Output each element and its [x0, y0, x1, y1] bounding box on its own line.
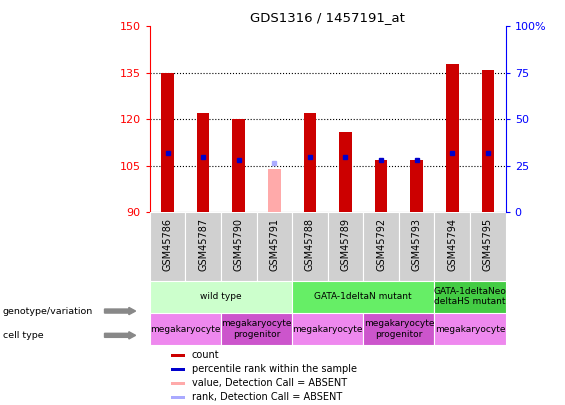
Title: GDS1316 / 1457191_at: GDS1316 / 1457191_at [250, 11, 405, 24]
Bar [268, 169, 281, 212]
Text: megakaryocyte: megakaryocyte [293, 324, 363, 333]
Bar [470, 212, 506, 281]
Bar [434, 281, 506, 313]
Text: cell type: cell type [3, 331, 44, 340]
Bar [221, 313, 292, 345]
Bar [185, 212, 221, 281]
Bar [410, 160, 423, 212]
Text: GATA-1deltaN mutant: GATA-1deltaN mutant [315, 292, 412, 301]
Text: value, Detection Call = ABSENT: value, Detection Call = ABSENT [192, 378, 347, 388]
Text: megakaryocyte: megakaryocyte [435, 324, 505, 333]
Bar [375, 160, 388, 212]
Text: wild type: wild type [200, 292, 242, 301]
Bar [221, 212, 257, 281]
Bar [150, 281, 292, 313]
Text: genotype/variation: genotype/variation [3, 307, 93, 315]
Bar [339, 132, 352, 212]
Text: count: count [192, 350, 220, 360]
Text: GSM45788: GSM45788 [305, 218, 315, 271]
Bar [363, 212, 399, 281]
Text: GATA-1deltaNeo
deltaHS mutant: GATA-1deltaNeo deltaHS mutant [434, 287, 506, 307]
Text: GSM45795: GSM45795 [483, 218, 493, 271]
Text: GSM45791: GSM45791 [270, 218, 279, 271]
Text: GSM45794: GSM45794 [447, 218, 457, 271]
Text: megakaryocyte
progenitor: megakaryocyte progenitor [364, 319, 434, 339]
Bar [150, 212, 185, 281]
Bar [399, 212, 434, 281]
Bar [303, 113, 316, 212]
Bar [446, 64, 459, 212]
Bar [328, 212, 363, 281]
Text: megakaryocyte
progenitor: megakaryocyte progenitor [221, 319, 292, 339]
Text: GSM45786: GSM45786 [163, 218, 172, 271]
Bar [434, 212, 470, 281]
Bar [434, 313, 506, 345]
Text: GSM45793: GSM45793 [412, 218, 421, 271]
Bar [292, 212, 328, 281]
Text: GSM45790: GSM45790 [234, 218, 244, 271]
Bar [161, 73, 174, 212]
Bar [292, 313, 363, 345]
Bar [150, 313, 221, 345]
Text: rank, Detection Call = ABSENT: rank, Detection Call = ABSENT [192, 392, 342, 402]
Text: GSM45789: GSM45789 [341, 218, 350, 271]
Bar [257, 212, 292, 281]
Bar [292, 281, 434, 313]
Text: megakaryocyte: megakaryocyte [150, 324, 220, 333]
Bar [481, 70, 494, 212]
Bar [197, 113, 210, 212]
Bar [171, 396, 185, 399]
Text: percentile rank within the sample: percentile rank within the sample [192, 364, 357, 374]
Bar [232, 119, 245, 212]
Text: GSM45792: GSM45792 [376, 218, 386, 271]
Bar [363, 313, 434, 345]
Bar [171, 382, 185, 385]
Text: GSM45787: GSM45787 [198, 218, 208, 271]
Bar [171, 368, 185, 371]
Bar [171, 354, 185, 357]
